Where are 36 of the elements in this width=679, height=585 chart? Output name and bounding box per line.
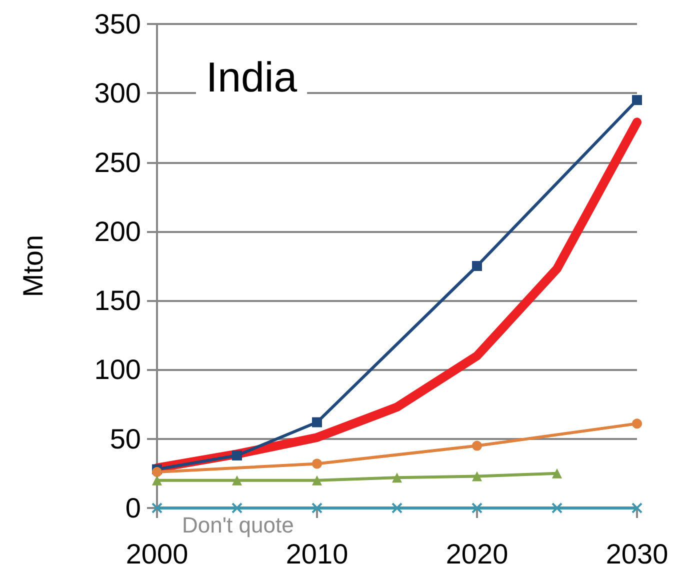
point — [472, 502, 482, 514]
y-tick-label: 250 — [94, 146, 141, 178]
y-tick-label: 0 — [125, 492, 141, 524]
y-tick-label: 200 — [94, 216, 141, 247]
point — [392, 502, 402, 514]
point — [392, 472, 402, 483]
point — [152, 467, 162, 478]
y-tick-label: 350 — [94, 8, 141, 40]
point — [472, 261, 482, 271]
y-axis-title: Mton — [18, 234, 48, 298]
point — [232, 475, 242, 486]
point — [312, 417, 322, 428]
y-tick-label: 50 — [110, 423, 141, 454]
point — [472, 471, 482, 482]
y-tick-label: 300 — [94, 78, 141, 109]
point — [552, 502, 562, 514]
y-tick-label: 150 — [94, 285, 141, 316]
point — [632, 95, 642, 106]
point — [152, 502, 162, 514]
point — [312, 502, 322, 514]
point — [472, 440, 482, 451]
x-tick-label: 2010 — [286, 538, 348, 570]
point — [552, 468, 562, 478]
point — [632, 502, 642, 514]
point — [312, 458, 322, 469]
text: India — [206, 54, 298, 100]
point — [232, 502, 242, 514]
x-tick-label: 2030 — [606, 538, 668, 570]
point — [232, 450, 242, 460]
text: Don't quote — [182, 512, 294, 538]
y-tick-label: 100 — [94, 354, 141, 386]
point — [152, 475, 162, 486]
x-tick-label: 2020 — [446, 538, 508, 570]
point — [632, 418, 642, 429]
x-tick-label: 2000 — [126, 538, 188, 570]
point — [312, 475, 322, 486]
